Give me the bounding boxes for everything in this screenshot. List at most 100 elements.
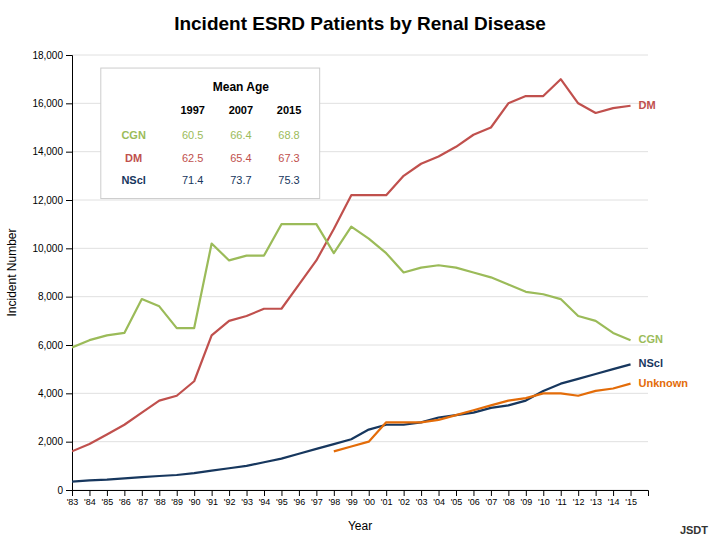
x-axis: '83'84'85'86'87'88'89'90'91'92'93'94'95'…: [67, 490, 649, 507]
x-tick-mark: [578, 490, 579, 496]
y-tick-label: 18,000: [32, 50, 63, 61]
x-tick-label: '84: [84, 497, 96, 507]
x-tick: '02: [398, 490, 410, 507]
x-tick: '97: [311, 490, 323, 507]
x-tick-label: '87: [136, 497, 148, 507]
grid-line: [72, 345, 648, 346]
x-tick: '07: [486, 490, 498, 507]
x-tick-label: '91: [206, 497, 218, 507]
table-cell: 68.8: [278, 129, 299, 141]
x-tick-mark: [316, 490, 317, 496]
y-tick-mark: [66, 152, 72, 153]
x-tick: '91: [206, 490, 218, 507]
x-tick-mark: [107, 490, 108, 496]
grid-line: [72, 248, 648, 249]
x-tick-label: '14: [608, 497, 620, 507]
x-tick-label: '94: [259, 497, 271, 507]
y-tick: 12,000: [32, 195, 72, 206]
x-tick-label: '11: [556, 497, 567, 507]
x-tick-mark: [229, 490, 230, 496]
x-tick-label: '99: [346, 497, 358, 507]
x-tick-label: '07: [486, 497, 498, 507]
x-tick-label: '98: [328, 497, 340, 507]
table-column-header: 1997: [180, 104, 204, 116]
y-tick-label: 0: [57, 485, 63, 496]
x-tick-label: '09: [520, 497, 532, 507]
table-cell: 66.4: [230, 129, 251, 141]
x-tick-label: '01: [381, 497, 393, 507]
x-tick-label: '96: [294, 497, 306, 507]
y-tick-label: 2,000: [38, 436, 63, 447]
y-tick: 6,000: [38, 340, 72, 351]
x-tick: '99: [346, 490, 358, 507]
y-axis-title: Incident Number: [5, 228, 19, 316]
x-tick: '01: [381, 490, 393, 507]
x-tick: '94: [259, 490, 271, 507]
series-line: [334, 384, 631, 452]
x-tick-mark: [142, 490, 143, 496]
mean-age-table: Mean Age199720072015CGN60.566.468.8DM62.…: [101, 68, 320, 199]
x-tick-mark: [124, 490, 125, 496]
y-tick-label: 14,000: [32, 146, 63, 157]
x-tick-label: '04: [433, 497, 445, 507]
y-axis: 02,0004,0006,0008,00010,00012,00014,0001…: [32, 50, 72, 496]
y-tick: 18,000: [32, 50, 72, 61]
y-tick-label: 4,000: [38, 388, 63, 399]
x-tick-mark: [194, 490, 195, 496]
y-tick-mark: [66, 442, 72, 443]
x-tick-label: '02: [398, 497, 410, 507]
y-tick-mark: [66, 103, 72, 104]
grid: [72, 55, 648, 490]
y-tick-label: 6,000: [38, 340, 63, 351]
x-tick: '11: [556, 490, 567, 507]
x-tick: '92: [224, 490, 236, 507]
y-tick-mark: [66, 200, 72, 201]
y-tick-mark: [66, 248, 72, 249]
chart-title: Incident ESRD Patients by Renal Disease: [174, 13, 546, 34]
table-row-label: NScl: [121, 174, 145, 186]
y-tick-mark: [66, 297, 72, 298]
y-tick: 0: [57, 485, 72, 496]
x-tick-label: '97: [311, 497, 323, 507]
x-tick-label: '03: [416, 497, 428, 507]
x-tick-mark: [351, 490, 352, 496]
y-tick: 14,000: [32, 146, 72, 157]
x-tick-mark: [596, 490, 597, 496]
x-tick-label: '93: [241, 497, 253, 507]
x-tick: '05: [451, 490, 463, 507]
table-cell: 75.3: [278, 174, 299, 186]
y-tick: 10,000: [32, 243, 72, 254]
x-tick-mark: [369, 490, 370, 496]
series-label: CGN: [639, 333, 664, 345]
grid-line: [72, 296, 648, 297]
table-cell: 73.7: [230, 174, 251, 186]
x-tick-mark: [421, 490, 422, 496]
x-tick-mark: [631, 490, 632, 496]
x-tick-label: '00: [363, 497, 375, 507]
x-tick: '93: [241, 490, 253, 507]
end-labels: DMCGNNSclUnknown: [639, 99, 689, 389]
x-tick: '00: [363, 490, 375, 507]
table-cell: 71.4: [182, 174, 203, 186]
x-tick: '09: [520, 490, 532, 507]
x-tick-mark: [299, 490, 300, 496]
x-tick: '90: [189, 490, 201, 507]
x-tick: '96: [294, 490, 306, 507]
table-cell: 67.3: [278, 152, 299, 164]
x-tick: '89: [171, 490, 183, 507]
x-tick-mark: [281, 490, 282, 496]
x-tick: '10: [538, 490, 550, 507]
y-tick-label: 10,000: [32, 243, 63, 254]
table-background: [101, 68, 320, 199]
x-tick: '88: [154, 490, 166, 507]
x-tick-mark: [491, 490, 492, 496]
series-label: NScl: [639, 357, 663, 369]
table-cell: 60.5: [182, 129, 203, 141]
x-axis-title: Year: [348, 519, 372, 533]
x-tick-mark: [473, 490, 474, 496]
series-label: DM: [639, 99, 656, 111]
y-tick-mark: [66, 55, 72, 56]
x-tick-mark: [177, 490, 178, 496]
x-tick-label: '06: [468, 497, 480, 507]
table-title: Mean Age: [213, 80, 270, 94]
